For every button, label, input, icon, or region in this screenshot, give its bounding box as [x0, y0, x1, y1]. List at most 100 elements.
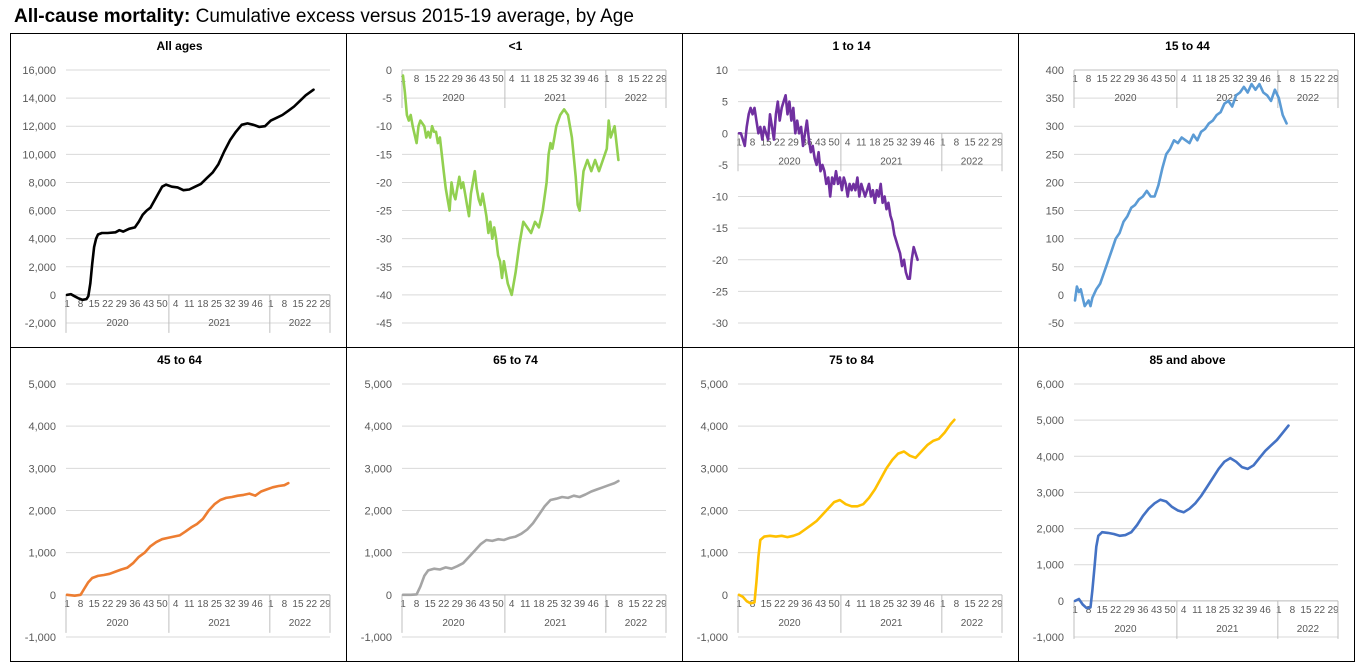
- y-tick-label: -40: [376, 290, 392, 302]
- series-line: [737, 418, 956, 605]
- x-tick-label: 15: [1300, 74, 1312, 85]
- x-tick-label: 1: [1276, 74, 1282, 85]
- chart-panel: 45 to 64 -1,000 0 1,000 2,000 3,000 4,000 5,000…: [10, 347, 347, 662]
- x-tick-label: 1: [268, 299, 274, 310]
- y-tick-label: -5: [718, 160, 728, 172]
- y-tick-label: 1,000: [700, 548, 728, 560]
- x-tick-label: 43: [479, 74, 491, 85]
- x-tick-label: 15: [761, 137, 773, 148]
- x-tick-label: 15: [964, 137, 976, 148]
- y-tick-label: -1,000: [361, 632, 392, 644]
- x-tick-label: 29: [1328, 605, 1340, 616]
- x-tick-label: 8: [1290, 74, 1296, 85]
- y-tick-label: 0: [386, 590, 392, 602]
- x-tick-label: 22: [1314, 605, 1326, 616]
- y-tick-label: -25: [376, 206, 392, 218]
- y-tick-label: -20: [376, 177, 392, 189]
- x-tick-label: 50: [829, 599, 841, 610]
- y-tick-label: 5,000: [700, 379, 728, 391]
- x-tick-label: 4: [845, 599, 851, 610]
- year-label: 2021: [1216, 93, 1239, 104]
- x-tick-label: 1: [64, 599, 70, 610]
- chart-panel: 15 to 44 -50 0 50 100 150 200 250 300 350 400 1 8 15 2…: [1018, 33, 1355, 348]
- y-tick-label: 5: [722, 97, 728, 109]
- x-tick-label: 15: [425, 74, 437, 85]
- x-tick-label: 29: [992, 137, 1004, 148]
- y-tick-label: -10: [712, 192, 728, 204]
- x-tick-label: 4: [1181, 605, 1187, 616]
- x-tick-label: 43: [815, 599, 827, 610]
- x-tick-label: 15: [89, 299, 101, 310]
- y-tick-label: 2,000: [364, 506, 392, 518]
- x-tick-label: 36: [129, 299, 141, 310]
- x-tick-label: 11: [856, 599, 867, 610]
- x-tick-label: 8: [750, 599, 756, 610]
- x-tick-label: 15: [292, 599, 304, 610]
- x-tick-label: 43: [1151, 605, 1163, 616]
- year-label: 2021: [544, 618, 567, 629]
- x-tick-label: 46: [588, 599, 600, 610]
- x-tick-label: 29: [656, 74, 668, 85]
- y-tick-label: -15: [376, 149, 392, 161]
- y-tick-label: 0: [1058, 290, 1064, 302]
- year-label: 2022: [625, 618, 648, 629]
- x-tick-label: 25: [1219, 74, 1231, 85]
- x-tick-label: 32: [1232, 74, 1244, 85]
- x-tick-label: 50: [157, 299, 169, 310]
- y-tick-label: 16,000: [22, 65, 56, 77]
- x-tick-label: 11: [520, 599, 531, 610]
- chart-svg: 65 to 74 -1,000 0 1,000 2,000 3,000 4,000 5,000…: [361, 353, 667, 644]
- x-tick-label: 18: [1205, 74, 1217, 85]
- x-tick-label: 43: [815, 137, 827, 148]
- x-tick-label: 22: [438, 74, 450, 85]
- series-line: [1073, 424, 1290, 610]
- y-tick-label: -30: [712, 318, 728, 330]
- year-label: 2021: [1216, 624, 1239, 635]
- x-tick-label: 25: [1219, 605, 1231, 616]
- x-tick-label: 29: [1328, 74, 1340, 85]
- x-tick-label: 15: [628, 74, 640, 85]
- chart-svg: 45 to 64 -1,000 0 1,000 2,000 3,000 4,000 5,000…: [25, 353, 331, 644]
- y-tick-label: 5,000: [28, 379, 56, 391]
- x-tick-label: 15: [1097, 74, 1109, 85]
- chart-panel: 1 to 14 -30 -25 -20 -15 -10 -5 0 5 10 1 8 15 22 29 36 43…: [682, 33, 1019, 348]
- chart-svg: <1-45-40-35-30-25-20-15-10-501 8 15 22 29 36 4…: [376, 39, 668, 330]
- year-label: 2021: [208, 318, 231, 329]
- x-tick-label: 1: [1072, 605, 1078, 616]
- year-label: 2022: [1297, 93, 1320, 104]
- y-tick-label: 150: [1046, 206, 1064, 218]
- y-tick-label: -5: [382, 93, 392, 105]
- year-label: 2020: [1114, 624, 1137, 635]
- y-tick-label: 300: [1046, 121, 1064, 133]
- year-label: 2022: [1297, 624, 1320, 635]
- x-tick-label: 8: [414, 599, 420, 610]
- x-tick-label: 8: [78, 599, 84, 610]
- year-label: 2020: [778, 156, 801, 167]
- x-tick-label: 18: [533, 599, 545, 610]
- x-tick-label: 22: [1110, 74, 1122, 85]
- y-tick-label: -1,000: [25, 632, 56, 644]
- x-tick-label: 22: [978, 137, 990, 148]
- title-rest: Cumulative excess versus 2015-19 average…: [190, 6, 634, 27]
- x-tick-label: 29: [992, 599, 1004, 610]
- y-tick-label: -20: [712, 255, 728, 267]
- x-tick-label: 8: [954, 137, 960, 148]
- x-tick-label: 36: [465, 599, 477, 610]
- x-tick-label: 8: [414, 74, 420, 85]
- x-tick-label: 36: [129, 599, 141, 610]
- y-tick-label: 0: [386, 65, 392, 77]
- y-tick-label: 0: [50, 590, 56, 602]
- y-tick-label: 50: [1052, 262, 1064, 274]
- y-tick-label: 2,000: [28, 506, 56, 518]
- x-tick-label: 29: [788, 599, 800, 610]
- x-tick-label: 1: [1072, 74, 1078, 85]
- series-line: [401, 479, 620, 597]
- x-tick-label: 1: [268, 599, 274, 610]
- year-label: 2020: [106, 318, 129, 329]
- x-tick-label: 18: [869, 599, 881, 610]
- x-tick-label: 18: [197, 599, 209, 610]
- x-tick-label: 1: [736, 137, 742, 148]
- x-tick-label: 22: [774, 137, 786, 148]
- x-tick-label: 22: [1110, 605, 1122, 616]
- x-tick-label: 29: [116, 599, 128, 610]
